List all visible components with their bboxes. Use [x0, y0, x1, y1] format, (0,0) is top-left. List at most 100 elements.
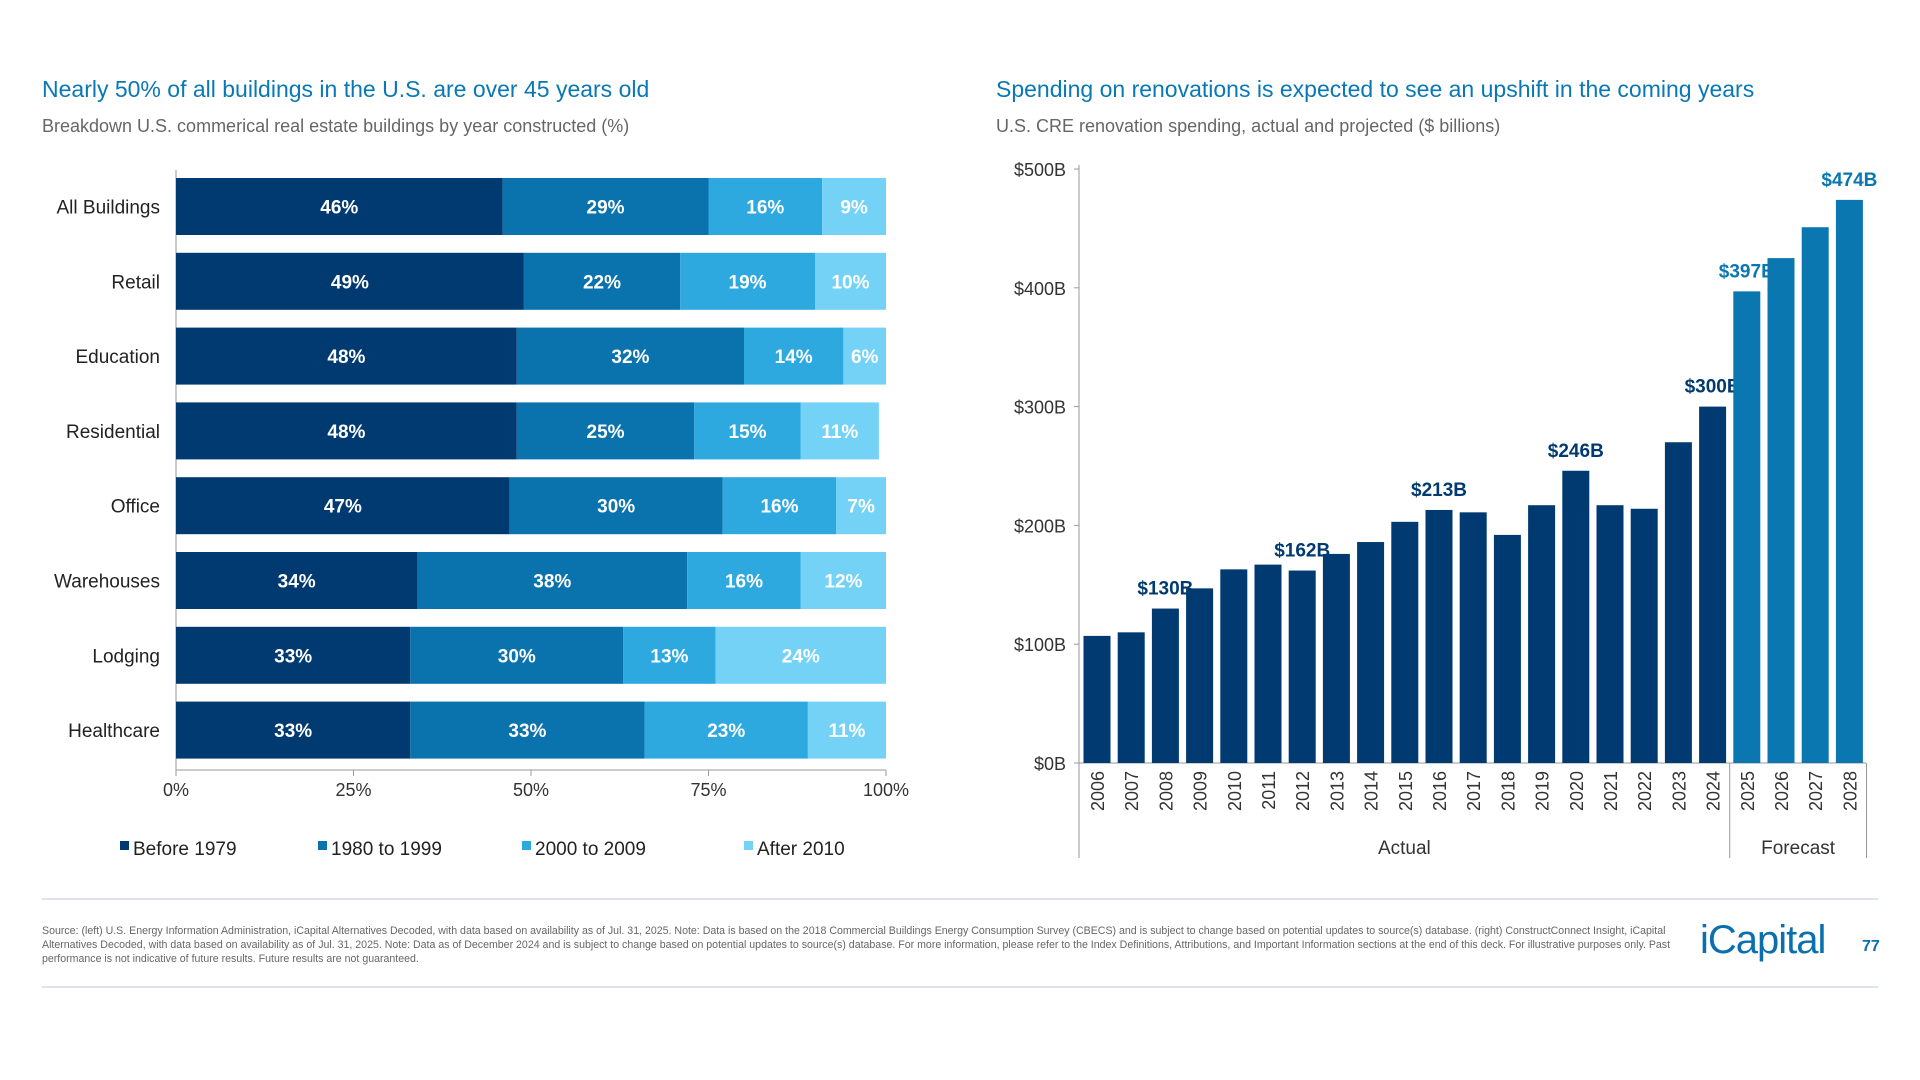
data-label: 14%	[775, 347, 813, 368]
legend-label: 1980 to 1999	[331, 839, 442, 860]
data-label: 11%	[828, 721, 865, 742]
x-tick-label: 2006	[1088, 771, 1108, 811]
data-label: 16%	[760, 497, 798, 518]
bar-segment	[708, 178, 823, 235]
bar-segment	[800, 402, 879, 460]
category-label: All Buildings	[57, 198, 161, 219]
footnote-source: Source: (left) U.S. Energy Information A…	[42, 925, 1671, 965]
data-label: $474B	[1821, 170, 1877, 191]
category-label: Warehouses	[54, 572, 160, 593]
x-tick-label: 2007	[1122, 771, 1142, 811]
data-label: $246B	[1548, 441, 1604, 462]
bar-segment	[176, 402, 517, 460]
data-label: 32%	[611, 347, 649, 368]
bar	[1459, 512, 1487, 763]
x-tick-label: 2021	[1601, 771, 1621, 811]
page-number: 77	[1862, 938, 1880, 955]
x-tick-label: 25%	[335, 780, 371, 800]
category-label: Healthcare	[68, 721, 160, 742]
bar-segment	[623, 626, 716, 684]
bar-segment	[815, 252, 886, 310]
bar	[1493, 534, 1521, 763]
x-tick-label: 50%	[513, 780, 549, 800]
bar-segment	[822, 178, 886, 235]
x-tick-label: 0%	[163, 780, 189, 800]
category-label: Lodging	[92, 646, 160, 667]
bar-segment	[722, 477, 837, 535]
x-tick-label: 2019	[1533, 771, 1553, 811]
y-tick-label: $500B	[1014, 160, 1066, 180]
data-label: 22%	[583, 272, 621, 293]
bar-segment	[410, 701, 645, 759]
category-label: Office	[111, 497, 160, 518]
x-tick-label: 2011	[1259, 771, 1279, 810]
data-label: 15%	[729, 422, 767, 443]
bar	[1117, 632, 1145, 763]
x-tick-label: 2023	[1669, 771, 1689, 811]
data-label: 13%	[650, 646, 688, 667]
data-label: 46%	[320, 198, 358, 219]
x-tick-label: 2016	[1430, 771, 1450, 811]
x-tick-label: 100%	[863, 780, 909, 800]
category-label: Education	[75, 347, 160, 368]
bar	[1186, 588, 1214, 763]
bar	[1254, 564, 1282, 763]
bar	[1562, 470, 1590, 763]
bar-segment	[176, 327, 517, 385]
group-label: Forecast	[1761, 838, 1836, 859]
y-tick-label: $300B	[1014, 398, 1066, 418]
bar-segment	[680, 252, 815, 310]
right-chart-subtitle: U.S. CRE renovation spending, actual and…	[996, 116, 1501, 136]
data-label: 30%	[597, 497, 635, 518]
bar-segment	[176, 477, 510, 535]
legend-swatch	[318, 841, 327, 850]
data-label: 10%	[831, 272, 869, 293]
legend-label: After 2010	[757, 839, 845, 860]
footer-divider-bottom	[42, 986, 1878, 988]
x-tick-label: 2020	[1567, 771, 1587, 811]
y-tick-label: $100B	[1014, 635, 1066, 655]
data-label: 16%	[725, 572, 763, 593]
legend-swatch	[522, 841, 531, 850]
bar-segment	[410, 626, 624, 684]
bar-segment	[176, 626, 411, 684]
data-label: 7%	[847, 497, 875, 518]
x-tick-label: 2028	[1840, 771, 1860, 811]
y-tick-label: $200B	[1014, 516, 1066, 536]
x-tick-label: 2015	[1396, 771, 1416, 811]
bar-segment	[836, 477, 886, 535]
legend-label: 2000 to 2009	[535, 839, 646, 860]
data-label: 12%	[824, 572, 862, 593]
x-tick-label: 2018	[1498, 771, 1518, 811]
x-tick-label: 2014	[1362, 771, 1382, 811]
right-chart-title: Spending on renovations is expected to s…	[996, 76, 1755, 102]
data-label: 16%	[746, 198, 784, 219]
x-tick-label: 2024	[1704, 771, 1724, 811]
left-chart-subtitle: Breakdown U.S. commerical real estate bu…	[42, 116, 630, 136]
bar	[1220, 569, 1248, 763]
bar	[1151, 608, 1179, 763]
data-label: $162B	[1274, 541, 1330, 562]
bar-segment	[176, 252, 524, 310]
bar	[1699, 406, 1727, 763]
charts-canvas: All Buildings 46% 29% 16% 9% Retail 49% 22% 19% 1…	[54, 160, 1877, 860]
bar-segment	[644, 701, 808, 759]
y-tick-label: $400B	[1014, 279, 1066, 299]
bar-segment	[417, 552, 688, 609]
bar-segment	[715, 626, 886, 684]
x-tick-label: 2025	[1738, 771, 1758, 811]
data-label: 30%	[498, 646, 536, 667]
bar	[1767, 258, 1795, 763]
bar-segment	[523, 252, 681, 310]
bar	[1733, 291, 1761, 763]
x-tick-label: 2022	[1635, 771, 1655, 811]
x-tick-label: 2013	[1327, 771, 1347, 811]
data-label: 11%	[821, 422, 858, 443]
bar	[1083, 635, 1111, 763]
data-label: 25%	[587, 422, 625, 443]
category-label: Residential	[66, 422, 160, 443]
bar-segment	[843, 327, 886, 385]
footer-divider-top	[42, 898, 1878, 900]
data-label: 33%	[508, 721, 546, 742]
x-tick-label: 2008	[1156, 771, 1176, 811]
